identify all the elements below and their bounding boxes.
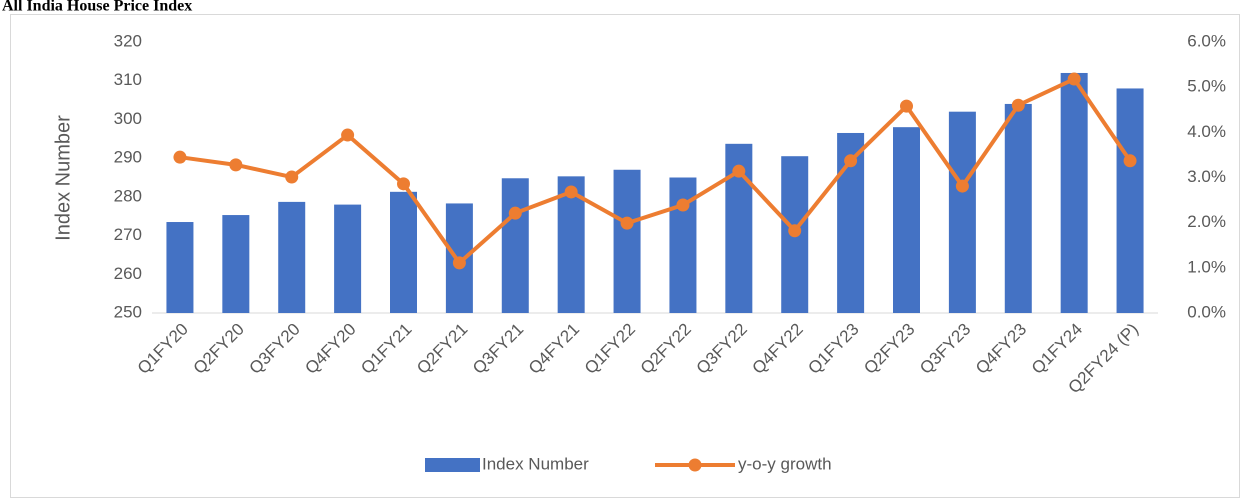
line-point: [229, 158, 243, 172]
line-point: [285, 170, 299, 184]
y-tick-label: 280: [114, 186, 142, 205]
line-point: [732, 164, 746, 178]
y2-tick-label: 0.0%: [1187, 302, 1226, 321]
y2-tick-label: 4.0%: [1187, 122, 1226, 141]
line-point: [341, 128, 355, 142]
line-point: [1067, 72, 1081, 86]
line-point: [788, 224, 802, 238]
y-tick-label: 250: [114, 302, 142, 321]
y2-tick-label: 3.0%: [1187, 167, 1226, 186]
y-tick-label: 300: [114, 109, 142, 128]
line-point: [397, 177, 410, 191]
bar: [501, 178, 529, 313]
chart-title: All India House Price Index: [2, 0, 192, 15]
bar: [893, 127, 920, 314]
bar: [278, 201, 306, 313]
y-tick-label: 260: [114, 264, 142, 283]
bar: [222, 215, 250, 313]
y-tick-label: 290: [114, 148, 142, 167]
bar: [166, 222, 194, 313]
line-point: [900, 99, 913, 113]
y2-tick-label: 1.0%: [1187, 257, 1226, 276]
y2-tick-label: 5.0%: [1187, 77, 1226, 96]
bar: [948, 111, 976, 313]
bar: [390, 191, 417, 313]
line-point: [452, 256, 466, 270]
y-tick-label: 270: [114, 225, 142, 244]
legend-label: Index Number: [482, 454, 589, 473]
line-point: [508, 206, 522, 220]
bar: [1004, 103, 1032, 313]
y-tick-label: 310: [114, 70, 142, 89]
line: [179, 77, 1132, 265]
bar: [334, 204, 362, 313]
line-point: [620, 216, 634, 230]
legend-label: y-o-y growth: [738, 454, 832, 473]
legend-marker: [688, 458, 702, 472]
bar: [613, 169, 641, 313]
line-point: [1011, 98, 1025, 112]
line-point: [676, 198, 690, 212]
bar: [1116, 88, 1144, 313]
line-point: [564, 185, 578, 199]
y-axis-label: Index Number: [52, 115, 74, 241]
line-point: [1123, 154, 1137, 168]
bar: [1060, 72, 1088, 313]
y2-tick-label: 6.0%: [1187, 31, 1226, 50]
y2-tick-label: 2.0%: [1187, 212, 1226, 231]
legend-swatch: [425, 458, 480, 472]
y-tick-label: 320: [114, 31, 142, 50]
line-point: [955, 179, 969, 193]
line-point: [844, 154, 858, 168]
line-point: [173, 150, 187, 164]
